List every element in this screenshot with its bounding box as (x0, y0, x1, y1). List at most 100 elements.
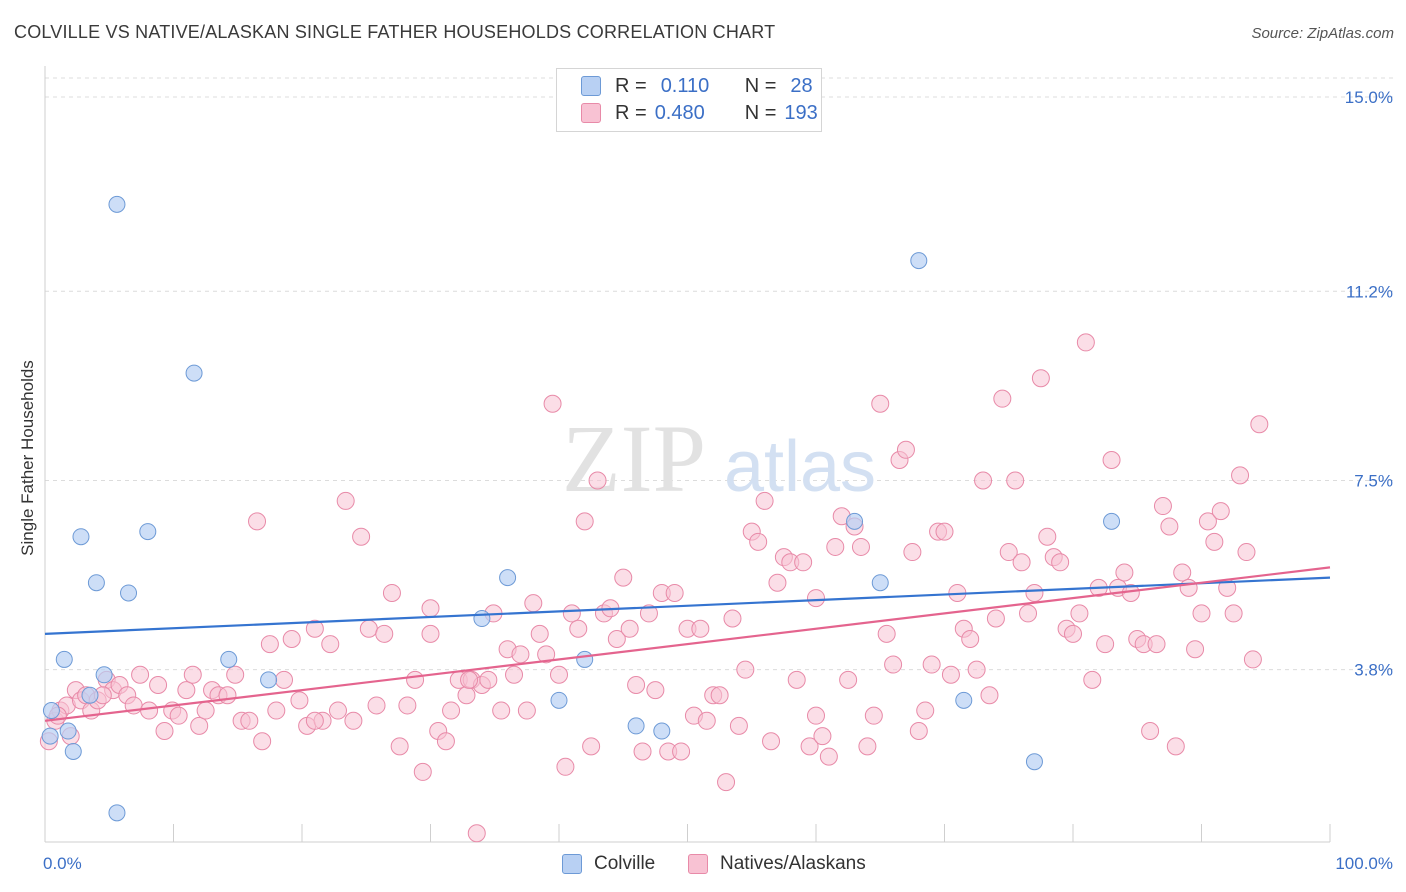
x-tick-label: 100.0% (1335, 854, 1393, 873)
data-point-natives (1019, 604, 1038, 623)
data-point-natives (691, 619, 710, 638)
data-point-colville (42, 702, 60, 720)
data-point-natives (328, 701, 347, 720)
data-point-colville (41, 727, 59, 745)
data-point-natives (550, 665, 568, 684)
data-point-natives (226, 665, 245, 684)
data-point-natives (794, 553, 813, 572)
data-point-natives (896, 440, 915, 459)
y-tick-label: 11.2% (1346, 282, 1393, 301)
data-point-natives (467, 824, 486, 843)
data-point-natives (736, 660, 755, 679)
legend-n-label: N = (744, 101, 777, 124)
data-point-natives (941, 665, 960, 684)
data-point-colville (108, 804, 126, 822)
data-point-natives (800, 737, 819, 756)
data-point-natives (999, 543, 1018, 562)
data-point-natives (460, 670, 479, 689)
tick-labels: 3.8% 7.5% 11.2% 15.0% 0.0% 100.0% (43, 88, 1393, 873)
data-point-natives (723, 609, 742, 628)
data-point-colville (55, 650, 73, 668)
data-point-natives (253, 732, 272, 751)
data-point-natives (961, 629, 980, 648)
data-point-natives (336, 491, 355, 510)
data-point-natives (442, 701, 461, 720)
bottom-legend-swatch-natives (688, 854, 708, 874)
watermark: ZIP atlas (562, 405, 876, 512)
data-point-colville (72, 528, 90, 546)
data-point-natives (190, 716, 209, 735)
data-point-colville (1103, 512, 1121, 530)
data-point-natives (140, 701, 159, 720)
legend-r-label: R = (615, 101, 647, 124)
data-point-colville (185, 364, 203, 382)
data-point-colville (871, 574, 889, 592)
data-point-natives (916, 701, 935, 720)
data-point-colville (627, 717, 645, 735)
data-point-natives (813, 727, 832, 746)
bottom-legend-swatch-colville (562, 854, 582, 874)
data-point-natives (1224, 604, 1243, 623)
data-point-natives (1076, 333, 1095, 352)
data-point-natives (505, 665, 524, 684)
data-point-natives (1096, 635, 1115, 654)
data-point-natives (986, 609, 1005, 628)
data-point-natives (1083, 670, 1102, 689)
data-point-natives (614, 568, 633, 587)
axes (44, 66, 1331, 843)
data-point-natives (1186, 640, 1205, 659)
data-point-natives (1153, 497, 1172, 516)
data-point-natives (421, 599, 440, 618)
data-point-natives (974, 471, 993, 490)
data-point-natives (787, 670, 806, 689)
legend-r-label: R = (615, 74, 647, 97)
data-point-natives (639, 604, 658, 623)
correlation-legend: R = 0.110 N = 28 R = 0.480 N = 193 (556, 68, 822, 132)
legend-n-value: 193 (784, 101, 818, 124)
data-point-natives (413, 762, 432, 781)
data-point-natives (260, 635, 279, 654)
data-point-natives (729, 716, 748, 735)
data-point-colville (576, 650, 594, 668)
data-point-natives (382, 583, 401, 602)
data-point-natives (1211, 502, 1230, 521)
data-point-natives (530, 624, 549, 643)
data-point-natives (967, 660, 986, 679)
data-point-natives (1141, 722, 1160, 741)
data-point-natives (1231, 466, 1250, 485)
legend-r-value: 0.110 (660, 74, 710, 97)
legend-r-value: 0.480 (654, 101, 705, 124)
data-point-natives (492, 701, 511, 720)
data-point-natives (884, 655, 903, 674)
trend-lines (44, 566, 1331, 722)
bottom-legend-label-natives: Natives/Alaskans (720, 853, 866, 874)
data-point-natives (935, 522, 954, 541)
data-point-natives (398, 696, 417, 715)
data-point-natives (980, 686, 999, 705)
data-point-natives (607, 629, 626, 648)
data-point-natives (768, 573, 787, 592)
data-point-natives (1205, 532, 1224, 551)
data-point-natives (826, 537, 845, 556)
data-point-natives (131, 665, 150, 684)
data-point-colville (139, 523, 157, 541)
data-point-natives (390, 737, 409, 756)
data-point-colville (260, 671, 278, 689)
data-point-colville (499, 569, 517, 587)
data-point-natives (149, 675, 168, 694)
data-point-natives (909, 722, 928, 741)
data-point-natives (858, 737, 877, 756)
data-point-natives (267, 701, 286, 720)
data-point-natives (569, 619, 588, 638)
data-point-natives (275, 670, 294, 689)
data-point-natives (755, 491, 774, 510)
data-point-natives (1166, 737, 1185, 756)
data-point-natives (248, 512, 267, 531)
data-point-natives (864, 706, 883, 725)
data-point-natives (1006, 471, 1025, 490)
data-point-natives (406, 670, 425, 689)
data-point-natives (321, 635, 340, 654)
data-point-natives (672, 742, 691, 761)
watermark-zip: ZIP (562, 405, 706, 512)
